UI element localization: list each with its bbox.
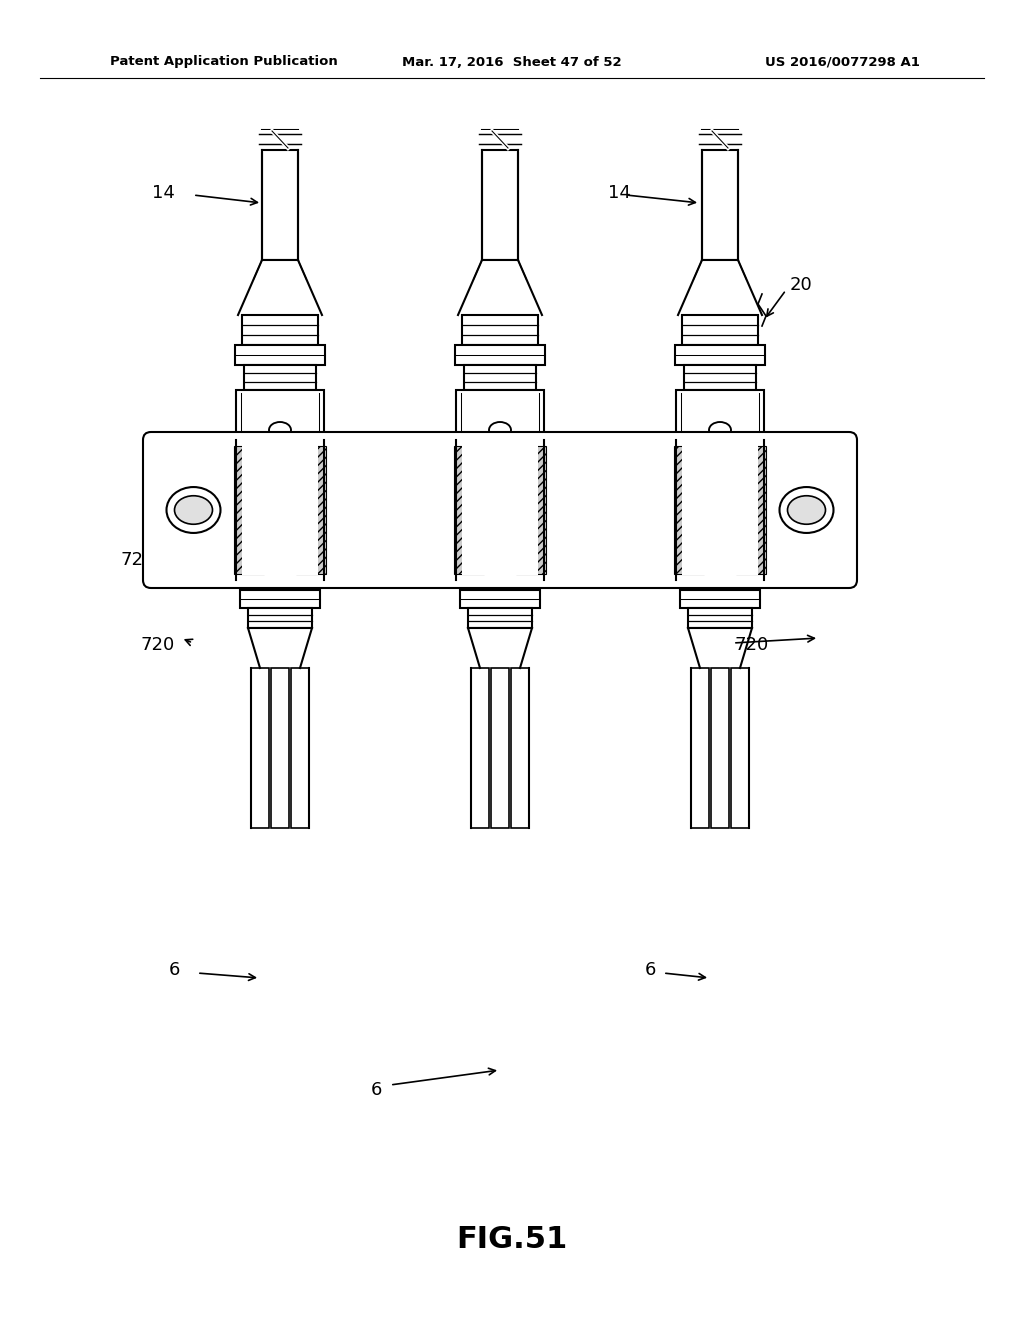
Text: 722: 722: [755, 550, 790, 569]
Text: 720: 720: [140, 636, 175, 653]
Ellipse shape: [269, 422, 291, 438]
Text: 6: 6: [645, 961, 656, 979]
Bar: [242, 315, 318, 345]
Bar: [682, 445, 758, 576]
Bar: [468, 609, 532, 628]
Bar: [516, 446, 546, 574]
Bar: [702, 129, 738, 260]
Text: US 2016/0077298 A1: US 2016/0077298 A1: [765, 55, 920, 69]
Ellipse shape: [174, 496, 213, 524]
Polygon shape: [248, 628, 312, 668]
Bar: [262, 129, 298, 260]
Bar: [248, 609, 312, 628]
Bar: [251, 668, 269, 828]
Polygon shape: [678, 260, 762, 315]
Text: 718: 718: [780, 480, 814, 499]
Ellipse shape: [709, 422, 731, 438]
Bar: [691, 668, 709, 828]
Bar: [736, 446, 766, 574]
Bar: [455, 345, 545, 366]
Bar: [480, 129, 520, 152]
Bar: [236, 389, 324, 565]
Bar: [674, 446, 705, 574]
Bar: [676, 389, 764, 565]
FancyBboxPatch shape: [143, 432, 857, 587]
Bar: [675, 345, 765, 366]
Polygon shape: [238, 260, 322, 315]
Bar: [482, 129, 518, 260]
Bar: [244, 366, 316, 389]
Bar: [240, 590, 319, 609]
Text: 14: 14: [608, 183, 631, 202]
Text: 722: 722: [121, 550, 155, 569]
Ellipse shape: [779, 487, 834, 533]
Bar: [460, 590, 540, 609]
Ellipse shape: [489, 422, 511, 438]
Bar: [291, 668, 309, 828]
Bar: [456, 389, 544, 565]
Bar: [680, 590, 760, 609]
Polygon shape: [468, 628, 532, 668]
Bar: [700, 129, 740, 152]
Text: 720: 720: [735, 636, 769, 653]
Text: 6: 6: [169, 961, 180, 979]
Bar: [242, 445, 318, 576]
Text: Patent Application Publication: Patent Application Publication: [110, 55, 338, 69]
Bar: [260, 129, 300, 152]
Bar: [688, 609, 752, 628]
Bar: [462, 445, 538, 576]
Text: 20: 20: [790, 276, 813, 294]
Text: FIG.51: FIG.51: [457, 1225, 567, 1254]
Ellipse shape: [787, 496, 825, 524]
Bar: [464, 366, 536, 389]
Text: Mar. 17, 2016  Sheet 47 of 52: Mar. 17, 2016 Sheet 47 of 52: [402, 55, 622, 69]
Bar: [271, 668, 289, 828]
Text: 14: 14: [153, 183, 175, 202]
Bar: [234, 446, 264, 574]
Bar: [686, 565, 754, 590]
Bar: [511, 668, 529, 828]
Bar: [471, 668, 489, 828]
Bar: [454, 446, 484, 574]
Bar: [296, 446, 326, 574]
Bar: [234, 345, 325, 366]
Ellipse shape: [167, 487, 220, 533]
Bar: [731, 668, 749, 828]
Bar: [466, 565, 534, 590]
Bar: [684, 366, 756, 389]
Bar: [682, 315, 758, 345]
Polygon shape: [458, 260, 542, 315]
Polygon shape: [688, 628, 752, 668]
Bar: [711, 668, 729, 828]
Bar: [246, 565, 314, 590]
Bar: [462, 315, 538, 345]
Bar: [490, 668, 509, 828]
Text: 6: 6: [371, 1081, 382, 1100]
